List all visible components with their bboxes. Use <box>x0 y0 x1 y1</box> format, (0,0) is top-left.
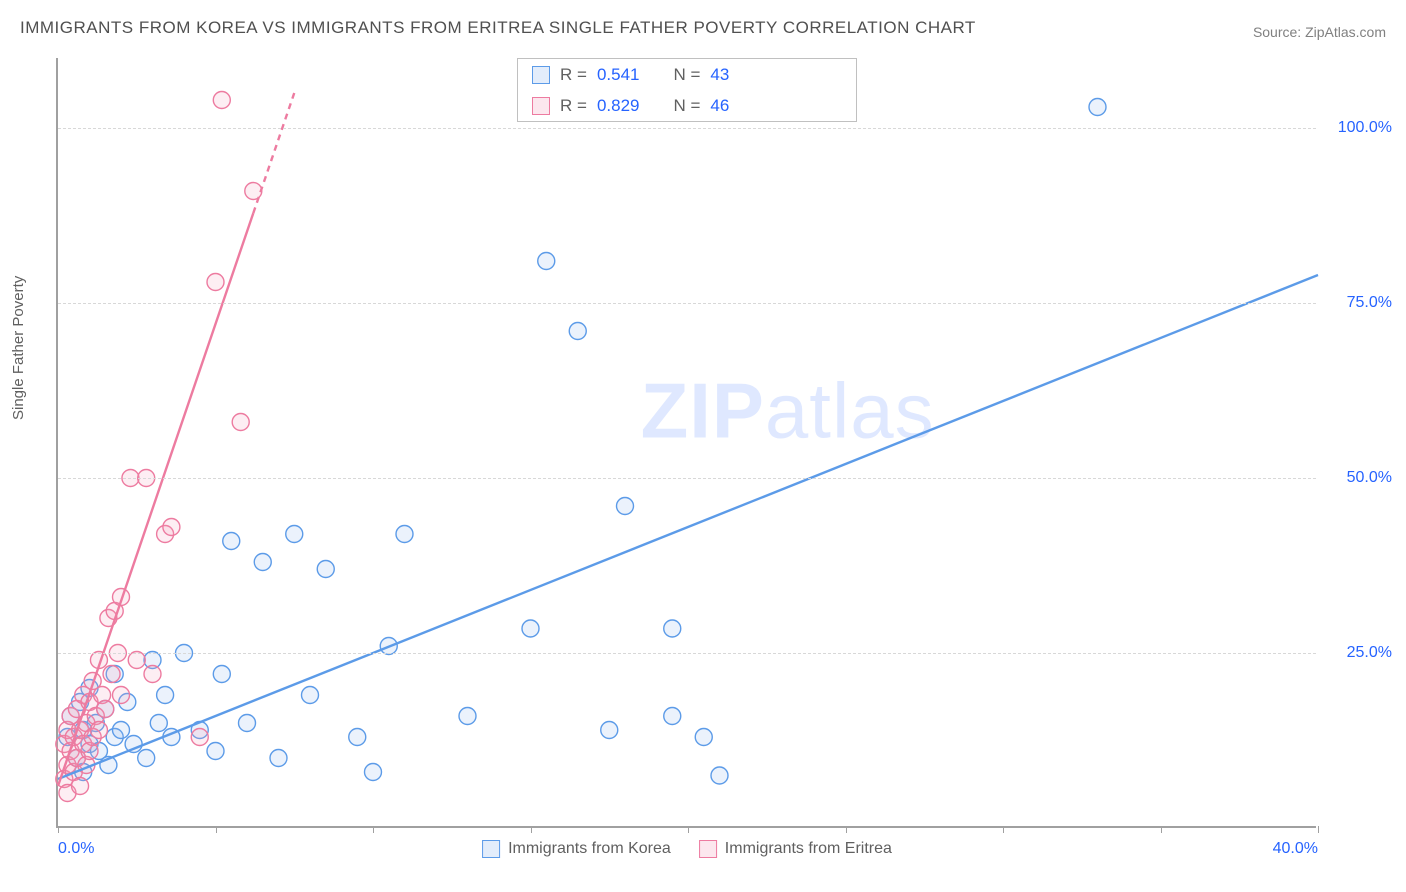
legend-n-label: N = <box>673 61 700 88</box>
data-point <box>254 554 271 571</box>
x-tick <box>1318 826 1319 833</box>
data-point <box>459 708 476 725</box>
x-tick <box>688 826 689 833</box>
data-point <box>113 722 130 739</box>
data-point <box>302 687 319 704</box>
data-point <box>138 750 155 767</box>
x-tick-label: 40.0% <box>1273 840 1318 858</box>
x-tick <box>1161 826 1162 833</box>
data-point <box>207 274 224 291</box>
data-point <box>223 533 240 550</box>
data-point <box>601 722 618 739</box>
data-point <box>286 526 303 543</box>
data-point <box>144 666 161 683</box>
data-point <box>157 687 174 704</box>
data-point <box>617 498 634 515</box>
data-point <box>113 687 130 704</box>
trend-line <box>58 275 1318 779</box>
x-tick <box>373 826 374 833</box>
data-point <box>522 620 539 637</box>
data-point <box>207 743 224 760</box>
data-point <box>150 715 167 732</box>
x-tick <box>531 826 532 833</box>
data-point <box>365 764 382 781</box>
series-legend-label: Immigrants from Eritrea <box>725 840 892 858</box>
legend-swatch <box>532 97 550 115</box>
x-tick <box>1003 826 1004 833</box>
data-point <box>538 253 555 270</box>
legend-n-value: 46 <box>710 92 729 119</box>
legend-row: R = 0.541 N = 43 <box>518 59 856 90</box>
data-point <box>711 767 728 784</box>
data-point <box>232 414 249 431</box>
data-point <box>695 729 712 746</box>
legend-swatch <box>699 840 717 858</box>
chart-title: IMMIGRANTS FROM KOREA VS IMMIGRANTS FROM… <box>20 18 976 38</box>
y-tick-label: 100.0% <box>1322 119 1392 137</box>
data-point <box>90 722 107 739</box>
x-tick <box>216 826 217 833</box>
gridline <box>58 303 1316 304</box>
legend-r-value: 0.829 <box>597 92 640 119</box>
legend-r-value: 0.541 <box>597 61 640 88</box>
series-legend-item: Immigrants from Korea <box>482 840 671 858</box>
x-tick <box>846 826 847 833</box>
y-tick-label: 50.0% <box>1322 469 1392 487</box>
data-point <box>191 729 208 746</box>
x-tick <box>58 826 59 833</box>
series-legend-label: Immigrants from Korea <box>508 840 671 858</box>
legend-r-label: R = <box>560 92 587 119</box>
source-attribution: Source: ZipAtlas.com <box>1253 24 1386 40</box>
correlation-legend: R = 0.541 N = 43 R = 0.829 N = 46 <box>517 58 857 122</box>
data-point <box>1089 99 1106 116</box>
data-point <box>664 620 681 637</box>
data-point <box>163 519 180 536</box>
data-point <box>239 715 256 732</box>
data-point <box>128 652 145 669</box>
y-axis-label: Single Father Poverty <box>10 276 27 420</box>
trend-line <box>58 213 253 786</box>
data-point <box>245 183 262 200</box>
data-point <box>317 561 334 578</box>
legend-n-value: 43 <box>710 61 729 88</box>
data-point <box>569 323 586 340</box>
legend-swatch <box>532 66 550 84</box>
plot-svg <box>58 58 1316 826</box>
data-point <box>396 526 413 543</box>
data-point <box>97 701 114 718</box>
data-point <box>103 666 120 683</box>
data-point <box>72 778 89 795</box>
gridline <box>58 653 1316 654</box>
gridline <box>58 478 1316 479</box>
data-point <box>213 92 230 109</box>
data-point <box>664 708 681 725</box>
plot-area: ZIPatlas R =0.541N =43R =0.829N =46 Immi… <box>56 58 1316 828</box>
legend-swatch <box>482 840 500 858</box>
legend-n-label: N = <box>673 92 700 119</box>
y-tick-label: 25.0% <box>1322 644 1392 662</box>
x-tick-label: 0.0% <box>58 840 94 858</box>
data-point <box>213 666 230 683</box>
data-point <box>270 750 287 767</box>
y-tick-label: 75.0% <box>1322 294 1392 312</box>
legend-row: R = 0.829 N = 46 <box>518 90 856 121</box>
data-point <box>349 729 366 746</box>
legend-r-label: R = <box>560 61 587 88</box>
series-legend-item: Immigrants from Eritrea <box>699 840 892 858</box>
gridline <box>58 128 1316 129</box>
series-legend: Immigrants from Korea Immigrants from Eri… <box>482 840 892 858</box>
